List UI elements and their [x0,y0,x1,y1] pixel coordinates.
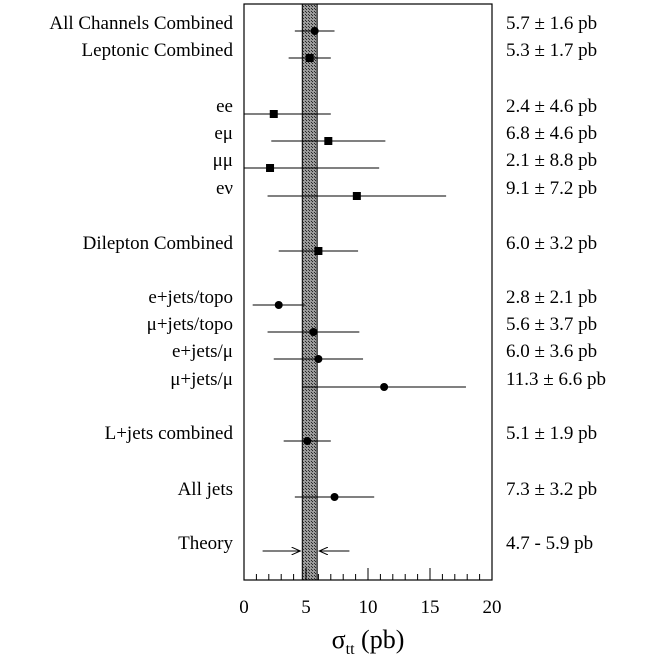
data-point-square [269,110,278,118]
row-label: Theory [178,533,233,554]
row-label: All jets [178,479,233,500]
row-value-text: 5.1 ± 1.9 pb [506,423,597,444]
row: μμ 2.1 ± 8.8 pb [213,150,597,172]
row-value-text: 7.3 ± 3.2 pb [506,479,597,500]
row: e+jets/μ 6.0 ± 3.6 pb [172,341,597,363]
data-point-square [314,247,323,255]
data-point-square [305,54,314,62]
data-point-circle [310,27,319,35]
row-label: eμ [214,123,233,144]
data-point-circle [314,355,323,363]
data-point-circle [303,437,312,445]
data-point-circle [330,493,339,501]
x-axis-subscript: tt [346,641,355,658]
x-axis-symbol: σ [332,625,346,654]
data-point-square [266,164,275,172]
row: μ+jets/μ 11.3 ± 6.6 pb [170,369,606,391]
row: All Channels Combined 5.7 ± 1.6 pb [49,13,597,35]
row: e+jets/topo 2.8 ± 2.1 pb [148,287,597,309]
row-label: All Channels Combined [49,13,233,34]
row-label: e+jets/μ [172,341,233,362]
row-value-text: 5.3 ± 1.7 pb [506,40,597,61]
data-point-square [352,192,361,200]
data-point-circle [274,301,283,309]
row-label: μ+jets/μ [170,369,233,390]
row: eν 9.1 ± 7.2 pb [216,178,597,200]
row-value-text: 6.0 ± 3.2 pb [506,233,597,254]
row: All jets 7.3 ± 3.2 pb [178,479,597,501]
row-value-text: 11.3 ± 6.6 pb [506,369,606,390]
row-label: ee [216,96,233,117]
x-tick-label: 5 [301,597,311,618]
row-label: e+jets/topo [148,287,233,308]
row-label: Dilepton Combined [83,233,234,254]
row-value-text: 5.6 ± 3.7 pb [506,314,597,335]
row-label: L+jets combined [105,423,234,444]
x-axis-title: σtt (pb) [332,625,405,658]
row: Leptonic Combined 5.3 ± 1.7 pb [82,40,597,62]
row-label: Leptonic Combined [82,40,234,61]
row: Theory 4.7 - 5.9 pb [178,533,593,554]
x-tick-label: 15 [421,597,440,618]
row-value-text: 4.7 - 5.9 pb [506,533,593,554]
x-tick-label: 0 [239,597,249,618]
row-value-text: 9.1 ± 7.2 pb [506,178,597,199]
row-label: μ+jets/topo [147,314,233,335]
x-tick-label: 20 [483,597,502,618]
row-value-text: 6.0 ± 3.6 pb [506,341,597,362]
row-label: eν [216,178,233,199]
row: L+jets combined 5.1 ± 1.9 pb [105,423,597,445]
row-value-text: 6.8 ± 4.6 pb [506,123,597,144]
data-point-circle [309,328,318,336]
row: ee 2.4 ± 4.6 pb [216,96,597,118]
x-axis-unit: (pb) [355,625,405,654]
plot-frame [243,3,493,581]
row-value-text: 2.4 ± 4.6 pb [506,96,597,117]
data-point-square [324,137,333,145]
row-label: μμ [213,150,233,171]
row-value-text: 5.7 ± 1.6 pb [506,13,597,34]
row-value-text: 2.1 ± 8.8 pb [506,150,597,171]
row: eμ 6.8 ± 4.6 pb [214,123,597,145]
data-point-circle [380,383,389,391]
theory-band [301,3,318,581]
row: Dilepton Combined 6.0 ± 3.2 pb [83,233,597,255]
row: μ+jets/topo 5.6 ± 3.7 pb [147,314,597,336]
x-tick-label: 10 [359,597,378,618]
row-value-text: 2.8 ± 2.1 pb [506,287,597,308]
